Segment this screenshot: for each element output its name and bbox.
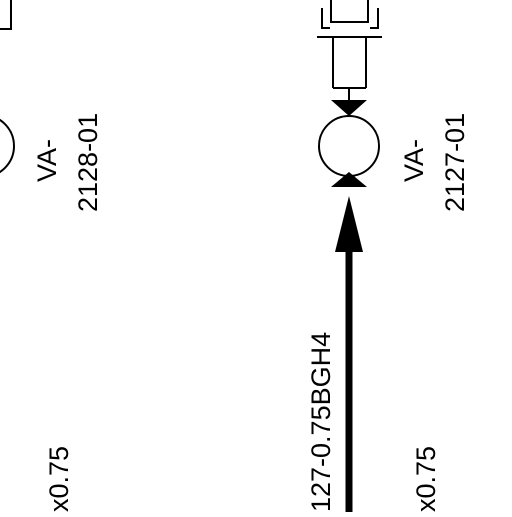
flow-arrow-icon (335, 196, 363, 252)
valve-va-2127-symbol (318, 100, 380, 187)
line-number-label: 127-0.75BGH4 (306, 332, 336, 512)
valve-va-2127-tag-prefix: VA- (399, 139, 429, 182)
valve-va-2128-tag-number: 2128-01 (73, 113, 103, 212)
size-label-right: x0.75 (411, 446, 441, 512)
process-line-2127 (335, 196, 363, 512)
valve-va-2128-tag-prefix: VA- (32, 139, 62, 182)
size-label-left: x0.75 (44, 446, 74, 512)
valve-va-2128-symbol (0, 118, 15, 174)
valve-va-2127-tag: VA- 2127-01 (399, 113, 470, 212)
instrument-fitting-stack (317, 0, 382, 100)
valve-va-2127-tag-number: 2127-01 (440, 113, 470, 212)
valve-va-2128-tag: VA- 2128-01 (32, 113, 103, 212)
left-instrument-bracket (0, 0, 12, 30)
